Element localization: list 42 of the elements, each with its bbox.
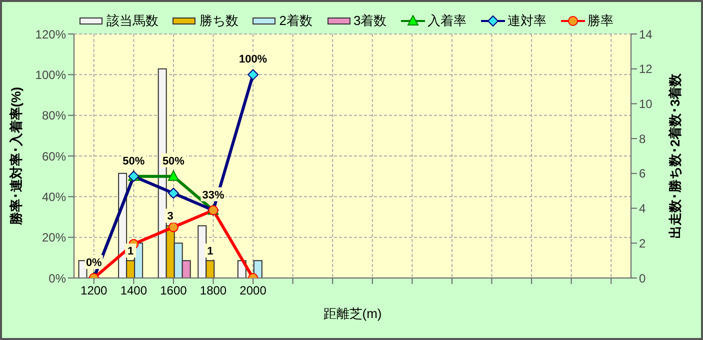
- legend-label: 3着数: [354, 12, 387, 30]
- data-label: 0%: [86, 257, 102, 269]
- legend-label: 2着数: [279, 12, 312, 30]
- legend-label: 勝率: [588, 12, 614, 30]
- point: [168, 170, 179, 181]
- x-tick-label: 1400: [120, 284, 148, 298]
- x-axis-title: 距離芝(m): [323, 306, 382, 321]
- x-tick-label: 1200: [80, 284, 108, 298]
- y-tick-label: 60%: [42, 149, 66, 164]
- y-tick-label: 80%: [42, 108, 66, 123]
- data-label: 1: [127, 246, 134, 258]
- y-tick-label: 40%: [42, 190, 66, 204]
- y2-tick-label: 6: [639, 166, 646, 181]
- point: [168, 188, 179, 199]
- y2-tick-label: 0: [639, 271, 646, 286]
- x-tick-label: 1800: [200, 284, 227, 298]
- y2-tick-label: 2: [639, 236, 646, 250]
- x-tick-label: 1600: [160, 284, 188, 298]
- y2-tick-label: 14: [639, 27, 653, 42]
- y-tick-label: 20%: [42, 230, 66, 245]
- y-tick-label: 0%: [48, 271, 66, 286]
- legend-label: 連対率: [508, 12, 547, 30]
- data-label: 50%: [162, 155, 185, 168]
- y-axis-title: 勝率･連対率･入着率(%): [8, 86, 24, 226]
- y2-tick-label: 8: [639, 132, 646, 146]
- y2-tick-label: 12: [639, 62, 653, 76]
- legend-label: 勝ち数: [199, 12, 238, 30]
- legend-label: 入着率: [428, 12, 467, 30]
- legend-label: 該当馬数: [106, 12, 158, 30]
- y-tick-label: 120%: [35, 27, 66, 42]
- y2-tick-label: 10: [639, 96, 653, 111]
- point: [248, 69, 259, 80]
- x-tick-label: 2000: [240, 284, 267, 298]
- y2-axis-title: 出走数･勝ち数･2着数･3着数: [668, 72, 683, 239]
- data-label: 33%: [202, 189, 224, 202]
- data-label: 50%: [122, 155, 145, 168]
- point: [168, 222, 178, 232]
- data-label: 1: [207, 246, 214, 258]
- y2-tick-label: 4: [639, 202, 646, 216]
- data-label: 100%: [238, 54, 268, 66]
- y-tick-label: 100%: [35, 68, 66, 82]
- data-label: 3: [167, 210, 174, 223]
